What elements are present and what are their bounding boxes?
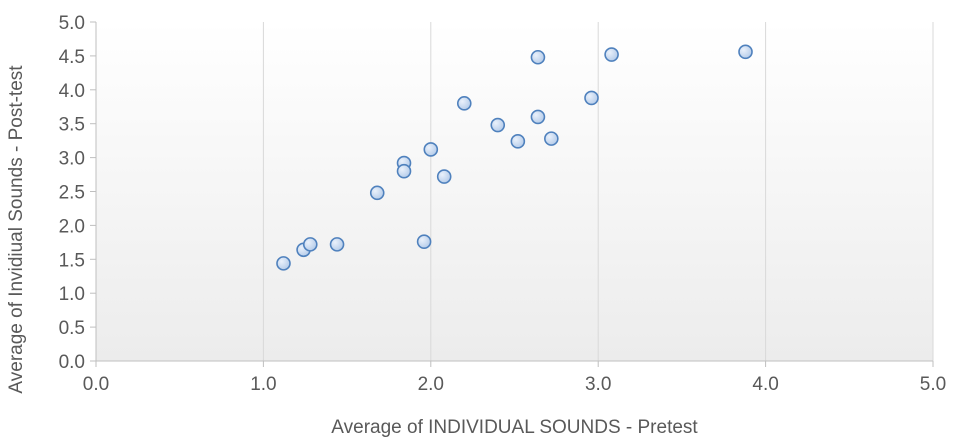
- data-points: [276, 44, 753, 271]
- data-point: [510, 134, 526, 149]
- data-point: [530, 109, 546, 125]
- x-axis-tick-labels: 0.0 1.0 2.0 3.0 4.0 5.0: [83, 361, 946, 395]
- y-tick-label: 3.0: [59, 149, 85, 170]
- y-tick-label: 1.5: [59, 250, 85, 271]
- y-tick-label: 2.5: [59, 183, 85, 204]
- data-point: [369, 185, 385, 201]
- x-tick-label: 2.0: [418, 374, 444, 395]
- y-axis-title: Average of Invidiual Sounds - Post-test: [6, 65, 27, 394]
- data-point: [423, 142, 439, 157]
- data-point: [490, 117, 506, 133]
- data-point: [396, 163, 412, 179]
- data-point: [738, 44, 753, 60]
- x-tick-label: 0.0: [83, 374, 109, 395]
- y-tick-label: 0.0: [59, 352, 85, 373]
- data-point: [416, 234, 432, 249]
- y-tick-label: 3.5: [59, 115, 85, 136]
- data-point: [436, 169, 452, 184]
- x-tick-label: 4.0: [752, 374, 778, 395]
- y-tick-label: 4.0: [59, 81, 85, 102]
- data-point: [584, 90, 599, 106]
- x-tick-label: 3.0: [585, 374, 611, 395]
- data-point: [456, 96, 472, 111]
- data-point: [302, 237, 318, 252]
- y-tick-label: 5.0: [59, 13, 85, 34]
- x-tick-label: 1.0: [250, 374, 276, 395]
- y-tick-label: 2.0: [59, 216, 85, 237]
- data-point: [544, 131, 559, 146]
- data-point: [329, 237, 345, 252]
- y-tick-label: 4.5: [59, 47, 85, 68]
- data-point: [530, 49, 546, 65]
- data-point: [276, 256, 291, 271]
- data-point: [604, 47, 619, 62]
- y-tick-label: 0.5: [59, 318, 85, 339]
- y-axis-tick-labels: 0.0 0.5 1.0 1.5 2.0 2.5 3.0 3.5 4.0 4.5 5.0: [59, 13, 96, 373]
- y-tick-label: 1.0: [59, 284, 85, 305]
- gridlines: [262, 22, 934, 361]
- plot-area: [96, 22, 933, 361]
- x-axis-title: Average of INDIVIDUAL SOUNDS - Pretest: [331, 417, 698, 438]
- x-tick-label: 5.0: [920, 374, 946, 395]
